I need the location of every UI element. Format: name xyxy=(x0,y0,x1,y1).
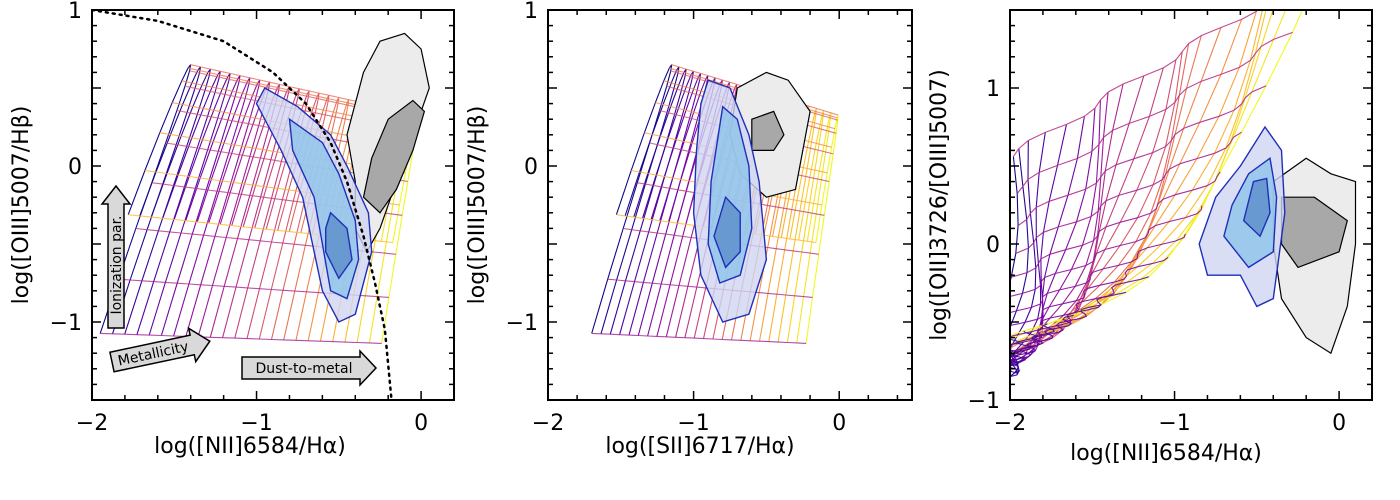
ionization-arrow-icon xyxy=(100,184,132,329)
model-grid xyxy=(1010,10,1303,378)
ticks xyxy=(91,9,455,401)
grid-curve-0 xyxy=(805,114,839,344)
y-axis-label: log([OIII]5007/Hβ) xyxy=(465,106,490,305)
grid-crossline-10 xyxy=(1011,171,1221,278)
x-tick-label: −1 xyxy=(677,411,709,436)
grid-crossline-4 xyxy=(1010,304,1101,358)
x-axis-label: log([SII]6717/Hα) xyxy=(605,434,794,459)
grid-crossline-13 xyxy=(1016,31,1293,194)
x-tick-label: −2 xyxy=(532,411,564,436)
plot-area xyxy=(591,64,839,344)
panel-left: Ionization par. Metallicity Dust-to-metal −… xyxy=(9,0,455,459)
y-tick-label: 1 xyxy=(68,0,82,24)
x-axis-label: log([NII]6584/Hα) xyxy=(1070,441,1262,466)
metallicity-arrow-group: Metallicity xyxy=(109,326,211,373)
grid-curve-13 xyxy=(1013,51,1183,356)
blue-contour-level-3 xyxy=(1242,177,1271,238)
dust-to-metal-arrow-icon xyxy=(241,349,378,387)
plot-area xyxy=(1010,10,1357,378)
grid-curve-16 xyxy=(1010,27,1222,349)
grid-crossline-7 xyxy=(1010,256,1169,327)
blue-contour-level-3 xyxy=(325,211,353,280)
panel-middle: −2 −1 0 −1 0 1 log([SII]6717/Hα) log([OIII]5007… xyxy=(465,0,913,459)
grey-contour-level-2 xyxy=(362,99,426,214)
grid-crossline-14 xyxy=(1012,10,1259,157)
y-tick-label: 0 xyxy=(986,233,1000,258)
grid-crossline-5 xyxy=(1010,291,1127,347)
y-tick-label: −1 xyxy=(50,311,82,336)
grid-crossline-0 xyxy=(591,332,807,344)
ticks xyxy=(547,9,912,401)
y-tick-label: −1 xyxy=(968,389,1000,414)
y-axis-label: log([OII]3726/[OIII]5007) xyxy=(927,69,952,341)
grey-contour-level-2 xyxy=(1280,196,1348,269)
grid-crossline-3 xyxy=(1010,314,1074,364)
x-tick-label: −2 xyxy=(76,411,108,436)
plot-frame xyxy=(91,9,455,401)
metallicity-arrow-icon xyxy=(109,326,211,373)
ionization-label: Ionization par. xyxy=(109,215,125,314)
grid-curve-9 xyxy=(1012,83,1124,362)
x-tick-label: −2 xyxy=(994,411,1026,436)
plot-area xyxy=(92,10,430,400)
y-tick-label: 0 xyxy=(524,155,538,180)
x-tick-label: 0 xyxy=(832,411,846,436)
plot-frame xyxy=(547,9,913,401)
y-axis-label: log([OIII]5007/Hβ) xyxy=(9,106,34,305)
grid-crossline-6 xyxy=(1010,276,1149,338)
y-tick-label: 1 xyxy=(524,0,538,24)
ticks xyxy=(1009,9,1373,401)
demarcation-curve xyxy=(92,10,393,400)
y-tick-label: 0 xyxy=(68,155,82,180)
grid-crossline-0 xyxy=(100,332,382,344)
grid-crossline-9 xyxy=(1010,205,1203,298)
grid-crossline-8 xyxy=(1010,233,1186,314)
grid-crossline-12 xyxy=(1017,85,1267,227)
x-tick-label: −1 xyxy=(240,411,272,436)
y-tick-label: 1 xyxy=(986,77,1000,102)
plot-frame xyxy=(1009,9,1373,401)
x-tick-label: −1 xyxy=(1158,411,1190,436)
grid-curve-15 xyxy=(197,81,271,337)
x-tick-label: 0 xyxy=(414,411,428,436)
y-tick-label: −1 xyxy=(506,311,538,336)
blue-contour-level-3 xyxy=(713,195,741,269)
x-axis-label: log([NII]6584/Hα) xyxy=(154,434,346,459)
grid-crossline-11 xyxy=(1015,131,1242,254)
grid-curve-18 xyxy=(1010,11,1257,345)
x-tick-label: 0 xyxy=(1332,411,1346,436)
dust-to-metal-label: Dust-to-metal xyxy=(255,361,352,377)
panel-right: −2 −1 0−101log([NII]6584/Hα)log([OII]3726/… xyxy=(927,9,1373,466)
